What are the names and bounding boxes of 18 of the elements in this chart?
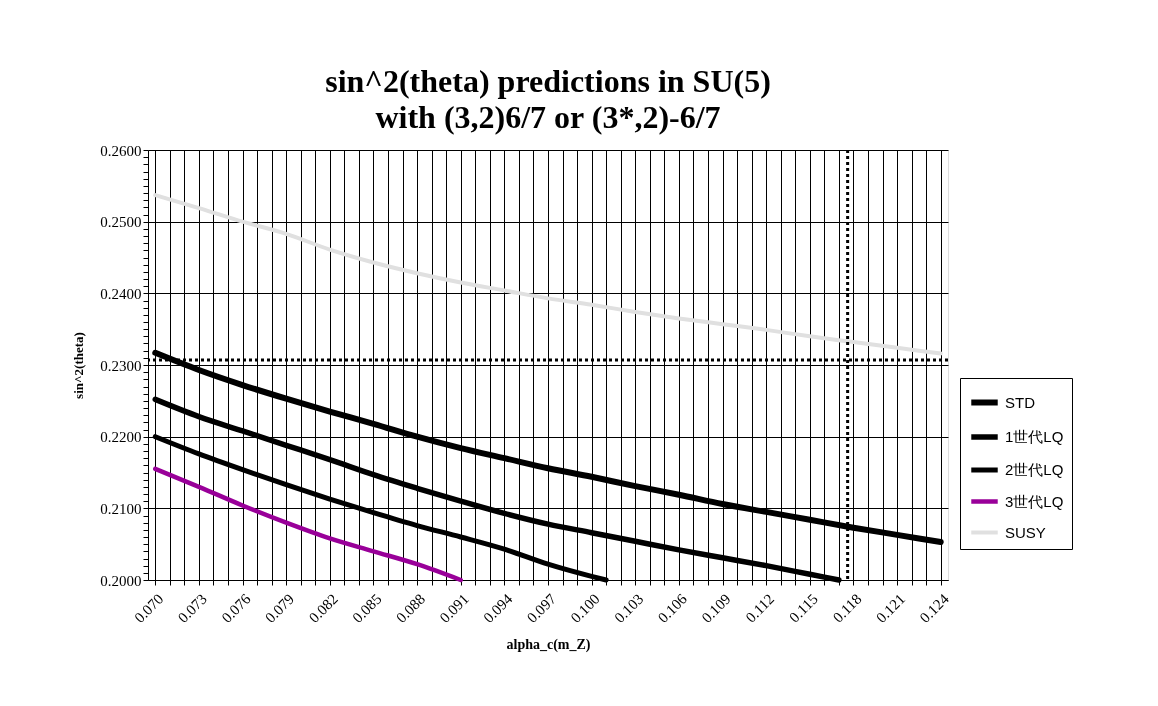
y-tick-label: 0.2100 [100, 500, 142, 517]
y-tick-label: 0.2400 [100, 285, 142, 302]
y-tick-label: 0.2000 [100, 572, 142, 589]
legend-label: STD [1005, 393, 1036, 411]
line-series [153, 193, 943, 356]
y-axis-title: sin^2(theta) [71, 332, 87, 399]
chart-subtitle: with (3,2)6/7 or (3*,2)-6/7 [375, 99, 721, 135]
y-tick-label: 0.2200 [100, 429, 142, 446]
y-tick-label: 0.2300 [100, 357, 142, 374]
legend-label: 2世代LQ [1005, 461, 1064, 478]
x-axis-title: alpha_c(m_Z) [506, 636, 591, 653]
legend-label: 3世代LQ [1005, 492, 1064, 510]
y-tick-label: 0.2500 [100, 214, 142, 231]
legend-label: SUSY [1005, 523, 1046, 541]
y-tick-label: 0.2600 [100, 142, 142, 159]
legend-label: 1世代LQ [1005, 428, 1064, 445]
line-series [153, 466, 463, 583]
chart-title: sin^2(theta) predictions in SU(5) [325, 63, 771, 99]
